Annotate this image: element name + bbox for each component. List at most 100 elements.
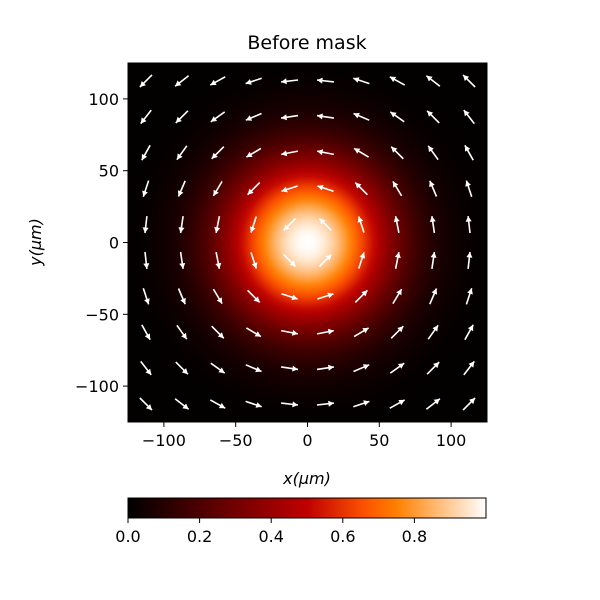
- quiver-arrow: [280, 365, 299, 372]
- quiver-arrow: [429, 215, 436, 234]
- y-tick-label: 50: [99, 162, 119, 181]
- quiver-arrow: [214, 216, 221, 234]
- quiver-arrow: [316, 77, 334, 84]
- colorbar: 0.0 0.2 0.4 0.6 0.8: [115, 497, 487, 546]
- quiver-arrow: [245, 147, 262, 158]
- quiver-arrow: [281, 185, 298, 193]
- quiver-arrow: [463, 360, 475, 376]
- quiver-arrow: [316, 113, 335, 120]
- quiver-arrow: [139, 74, 153, 88]
- quiver-arrow: [464, 324, 474, 341]
- y-axis: −100 −50 0 50 100: [75, 90, 128, 396]
- x-axis: −100 −50 0 50 100: [142, 422, 466, 450]
- quiver-arrow: [389, 399, 406, 409]
- quiver-arrow: [142, 216, 149, 234]
- quiver-arrow: [215, 251, 222, 269]
- quiver-arrow: [281, 292, 298, 301]
- quiver-arrow: [245, 112, 262, 121]
- quiver-arrow: [465, 180, 473, 197]
- quiver-arrow: [316, 149, 334, 156]
- quiver-arrow: [176, 145, 188, 161]
- quiver-arrows: [139, 74, 476, 411]
- colorbar-tick-label: 0.2: [187, 527, 212, 546]
- quiver-arrow: [280, 114, 299, 121]
- colorbar-tick-label: 0.6: [330, 527, 355, 546]
- quiver-arrow: [462, 74, 476, 88]
- quiver-arrow: [462, 397, 476, 411]
- quiver-arrow: [390, 146, 404, 160]
- x-tick-label: −50: [219, 431, 253, 450]
- quiver-arrow: [176, 324, 188, 340]
- quiver-arrow: [353, 364, 370, 373]
- heatmap: [128, 63, 487, 422]
- quiver-arrow: [245, 327, 262, 338]
- x-tick-label: −100: [142, 431, 186, 450]
- colorbar-tick-label: 0.4: [258, 527, 283, 546]
- quiver-arrow: [354, 182, 368, 196]
- quiver-arrow: [209, 76, 226, 86]
- y-tick-label: −100: [75, 377, 119, 396]
- quiver-arrow: [316, 400, 334, 407]
- quiver-arrow: [212, 180, 223, 197]
- quiver-arrow: [430, 251, 437, 270]
- quiver-arrow: [179, 251, 186, 270]
- quiver-arrow: [465, 288, 473, 305]
- quiver-arrow: [353, 147, 370, 158]
- quiver-arrow: [357, 252, 366, 269]
- quiver-arrow: [317, 184, 334, 193]
- quiver-arrow: [394, 251, 401, 269]
- quiver-arrow: [245, 400, 262, 408]
- quiver-arrow: [392, 288, 403, 305]
- quiver-arrow: [142, 180, 150, 197]
- colorbar-ticks: 0.0 0.2 0.4 0.6 0.8: [115, 518, 427, 546]
- quiver-arrow: [317, 292, 334, 300]
- x-tick-label: 50: [369, 431, 389, 450]
- quiver-arrow: [353, 327, 370, 338]
- quiver-arrow: [429, 180, 438, 197]
- y-tick-label: 0: [109, 234, 119, 253]
- quiver-arrow: [389, 111, 405, 123]
- quiver-arrow: [353, 112, 370, 121]
- quiver-arrow: [140, 360, 152, 376]
- quiver-arrow: [318, 253, 333, 268]
- quiver-arrow: [465, 216, 472, 234]
- quiver-arrow: [175, 361, 189, 375]
- quiver-arrow: [353, 77, 370, 85]
- quiver-arrow: [174, 398, 190, 410]
- quiver-arrow: [175, 110, 189, 124]
- quiver-arrow: [178, 215, 185, 234]
- quiver-arrow: [142, 288, 150, 305]
- quiver-arrow: [354, 289, 368, 303]
- y-tick-label: 100: [88, 90, 119, 109]
- quiver-arrow: [429, 288, 438, 305]
- quiver-arrow: [282, 217, 297, 232]
- quiver-arrow: [249, 216, 258, 233]
- quiver-arrow: [245, 77, 262, 85]
- colorbar-tick-label: 0.8: [402, 527, 427, 546]
- quiver-arrow: [393, 216, 400, 234]
- quiver-arrow: [177, 180, 186, 197]
- quiver-arrow: [316, 328, 334, 335]
- y-axis-label: y(μm): [26, 218, 45, 267]
- colorbar-strip: [127, 497, 487, 519]
- quiver-arrow: [357, 216, 365, 233]
- quiver-arrow: [427, 145, 439, 161]
- quiver-arrow: [212, 288, 223, 305]
- quiver-arrow: [425, 75, 441, 87]
- quiver-arrow: [466, 251, 473, 269]
- quiver-arrow: [426, 361, 440, 375]
- quiver-arrow: [247, 289, 261, 303]
- quiver-arrow: [210, 362, 226, 374]
- quiver-arrow: [389, 362, 405, 374]
- quiver-arrow: [281, 329, 299, 336]
- quiver-arrow: [389, 76, 406, 86]
- x-axis-label: x(μm): [282, 469, 331, 488]
- quiver-arrow: [211, 325, 225, 339]
- quiver-arrow: [318, 217, 333, 232]
- quiver-arrow: [316, 364, 335, 371]
- quiver-arrow: [174, 75, 190, 87]
- plot-area: [127, 62, 488, 423]
- quiver-arrow: [210, 111, 226, 123]
- chart-title: Before mask: [247, 32, 366, 54]
